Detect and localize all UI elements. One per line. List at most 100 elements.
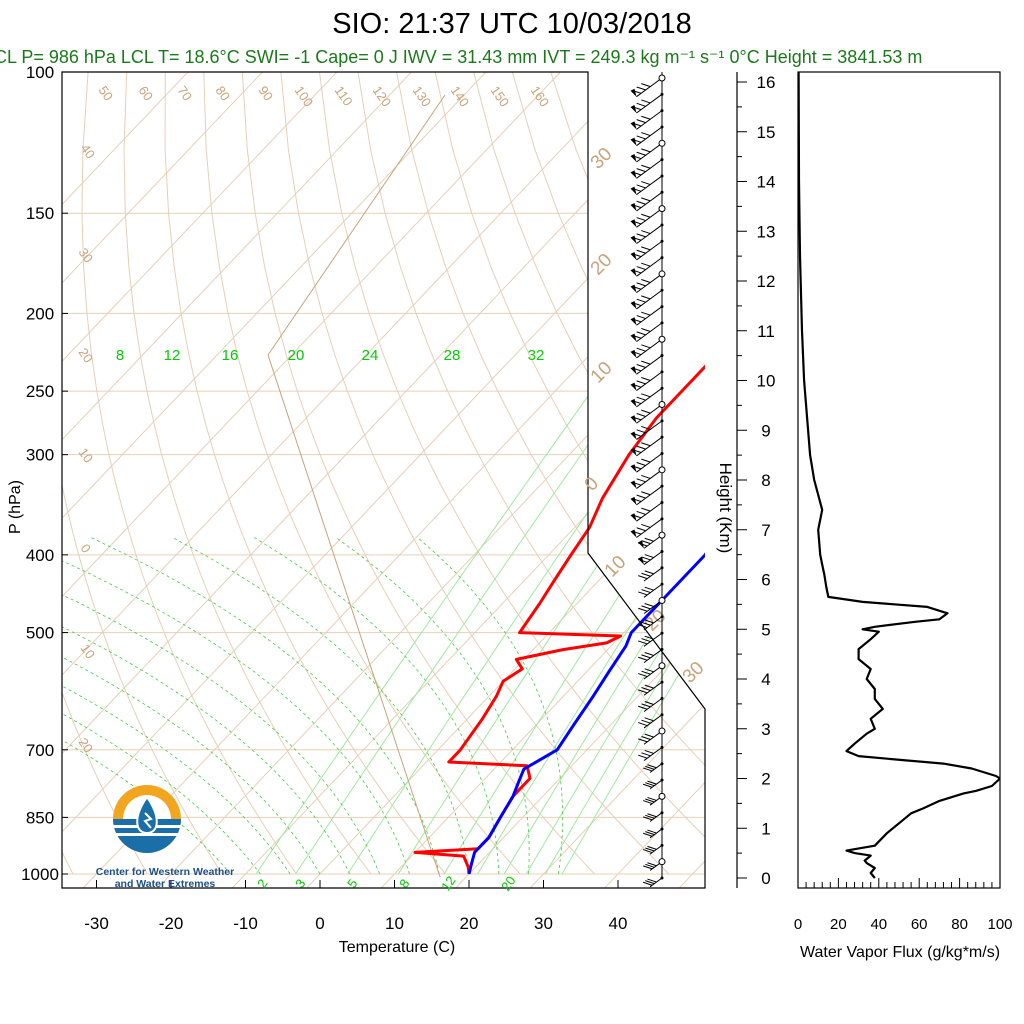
wind-barb-feather (647, 780, 657, 785)
wind-barb-feather (643, 832, 653, 837)
wind-barb (643, 792, 666, 806)
wind-barb-feather (636, 347, 646, 352)
wind-barb (630, 125, 664, 147)
wind-barb (638, 727, 666, 745)
barb-dot (660, 190, 664, 194)
barb-dot (660, 174, 664, 178)
height-tick-label: 10 (757, 372, 776, 391)
wind-barb-feather (641, 99, 651, 104)
calm-circle (658, 139, 666, 147)
temperature-tick-label: 10 (385, 914, 404, 933)
wind-barb (638, 531, 666, 549)
wind-barb (638, 615, 664, 631)
wind-barb-feather (631, 269, 642, 274)
wind-barb-feather (647, 845, 657, 850)
wind-barb-feather (631, 449, 642, 453)
wind-barb (638, 566, 664, 582)
logo-text: Center for Western Weather and Water Ext… (85, 866, 245, 890)
wind-barb-feather (641, 360, 651, 365)
wind-barb-feather (645, 847, 655, 852)
wind-barb-feather (631, 514, 642, 519)
dry-adiabat (81, 72, 297, 875)
height-tick-label: 8 (761, 471, 770, 490)
calm-circle (658, 335, 666, 343)
mixing-ratio-label: 8 (116, 347, 124, 364)
wind-barb-feather (641, 491, 651, 496)
wind-barb-feather (636, 413, 646, 417)
barb-dot (660, 811, 664, 815)
logo-text-line2: and Water Extremes (114, 878, 216, 890)
barb-dot (660, 549, 664, 553)
wind-barb-feather (636, 315, 646, 320)
dry-adiabat (241, 72, 595, 875)
barb-dot (660, 435, 664, 439)
lightning-icon (143, 812, 153, 829)
wind-barb-feather (645, 831, 655, 836)
wind-barb-feather (636, 527, 646, 532)
wind-barb (630, 500, 664, 522)
wind-barb-feather (638, 558, 648, 563)
barb-dot (660, 452, 664, 456)
pressure-tick-label: 1000 (21, 865, 59, 884)
wind-barb-feather (641, 638, 651, 643)
dry-adiabat (319, 72, 705, 838)
parcel-path-upper (267, 94, 446, 356)
wind-barb (643, 876, 664, 888)
moist-adiabat (89, 536, 440, 875)
height-tick-label: 6 (761, 571, 770, 590)
wind-barb (643, 827, 664, 839)
barb-dot (660, 223, 664, 227)
wind-barb-feather (647, 878, 657, 883)
wind-barb (630, 190, 664, 212)
height-tick-label: 11 (757, 322, 775, 341)
wind-barb-feather (644, 537, 654, 542)
wind-barb-feather (641, 752, 651, 757)
mixing-ratio-label: 20 (498, 873, 519, 893)
barb-dot (660, 517, 664, 521)
pressure-tick-label: 400 (26, 546, 54, 565)
mixing-ratio-label: 32 (528, 347, 545, 364)
wind-barb (643, 843, 664, 855)
height-tick-label: 9 (761, 421, 770, 440)
wind-barb-feather (643, 800, 653, 805)
wind-barb-feather (631, 89, 642, 94)
dry-adiabat (744, 72, 1024, 874)
dry-adiabat (704, 72, 705, 73)
adiabat-label: 0 (78, 541, 94, 556)
pressure-tick-label: 100 (26, 63, 54, 82)
wind-barb-feather (631, 236, 642, 241)
wind-barb-feather (643, 816, 653, 821)
mixing-ratio-label: 12 (164, 347, 181, 364)
barb-dot (660, 876, 664, 880)
wind-barb-feather (636, 298, 646, 303)
height-tick-label: 7 (761, 521, 770, 540)
wind-barb (630, 239, 664, 261)
barb-dot (660, 92, 664, 96)
calm-circle (658, 401, 666, 409)
wind-barb (638, 631, 664, 647)
adiabat-label: 160 (528, 83, 553, 109)
isotherm-line (62, 72, 636, 676)
dry-adiabat (123, 72, 372, 875)
wind-barb-feather (643, 783, 653, 788)
wind-barb-feather (641, 474, 651, 479)
barb-dot (660, 305, 664, 309)
barb-dot (660, 109, 664, 113)
adiabat-label: 80 (213, 83, 234, 103)
wind-barb-feather (645, 765, 655, 770)
flux-tick-label: 80 (951, 916, 968, 933)
moist-adiabat (62, 594, 380, 875)
barb-dot (660, 713, 664, 717)
moist-adiabat (416, 536, 563, 875)
y-axis-label: P (hPa) (7, 480, 24, 534)
wind-barb-feather (631, 530, 642, 535)
barb-dot (660, 288, 664, 292)
parcel-path (267, 354, 441, 878)
wind-barb-feather (638, 689, 648, 694)
moist-adiabat (253, 536, 500, 875)
dry-adiabat (164, 72, 446, 875)
calm-circle (658, 662, 666, 670)
height-axis-label: Height (Km) (716, 463, 735, 554)
mixing-ratio-line (503, 545, 705, 875)
